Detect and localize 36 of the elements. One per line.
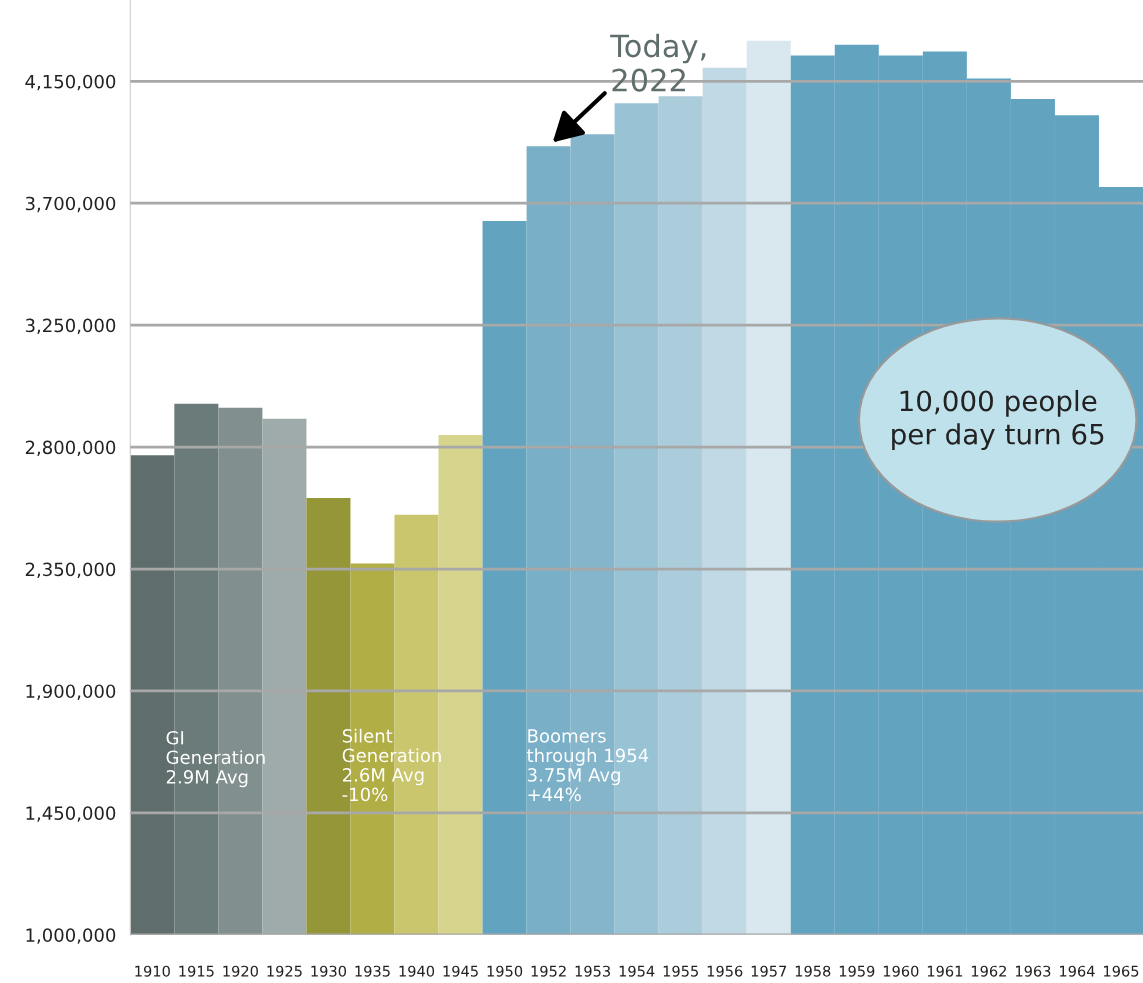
x-tick-label: 1945 bbox=[443, 965, 478, 977]
x-tick-label: 1920 bbox=[223, 965, 258, 977]
y-tick-label: 3,250,000 bbox=[25, 318, 116, 335]
y-tick-label: 2,350,000 bbox=[25, 562, 116, 578]
x-tick-label: 1935 bbox=[355, 965, 390, 977]
x-tick-label: 1925 bbox=[267, 965, 302, 977]
annotation: Boomers through 1954 3.75M Avg +44% bbox=[527, 729, 649, 802]
x-tick-label: 1915 bbox=[179, 965, 214, 977]
x-tick-label: 1952 bbox=[531, 965, 566, 977]
x-tick-label: 1964 bbox=[1060, 965, 1095, 977]
x-tick-label: 1930 bbox=[311, 965, 347, 977]
y-tick-label: 1,000,000 bbox=[26, 928, 116, 944]
x-tick-label: 1965 bbox=[1104, 965, 1139, 977]
x-tick-label: 1940 bbox=[399, 965, 435, 977]
y-tick-label: 4,150,000 bbox=[25, 74, 116, 91]
annotation: 10,000 people per day turn 65 bbox=[892, 389, 1104, 451]
y-tick-label: 3,700,000 bbox=[25, 196, 116, 213]
annotation: Today, 2022 bbox=[610, 33, 706, 92]
x-tick-label: 1959 bbox=[839, 965, 875, 977]
x-tick-label: 1956 bbox=[707, 965, 743, 977]
x-tick-label: 1958 bbox=[795, 965, 831, 977]
x-tick-label: 1961 bbox=[927, 965, 963, 977]
annotation: GI Generation 2.9M Avg bbox=[166, 730, 265, 788]
x-tick-label: 1954 bbox=[619, 965, 655, 977]
y-tick-label: 1,450,000 bbox=[26, 806, 116, 822]
x-tick-label: 1963 bbox=[1015, 965, 1051, 977]
x-tick-label: 1953 bbox=[575, 965, 611, 977]
annotation: Silent Generation 2.6M Avg -10% bbox=[342, 728, 441, 802]
x-tick-label: 1962 bbox=[971, 965, 1006, 977]
x-tick-label: 1955 bbox=[663, 965, 698, 977]
x-tick-label: 1950 bbox=[487, 965, 523, 977]
x-tick-label: 1910 bbox=[135, 965, 170, 977]
y-tick-label: 1,900,000 bbox=[26, 684, 116, 700]
x-tick-label: 1957 bbox=[751, 965, 787, 977]
x-tick-label: 1960 bbox=[883, 965, 919, 977]
y-tick-label: 2,800,000 bbox=[25, 440, 116, 457]
